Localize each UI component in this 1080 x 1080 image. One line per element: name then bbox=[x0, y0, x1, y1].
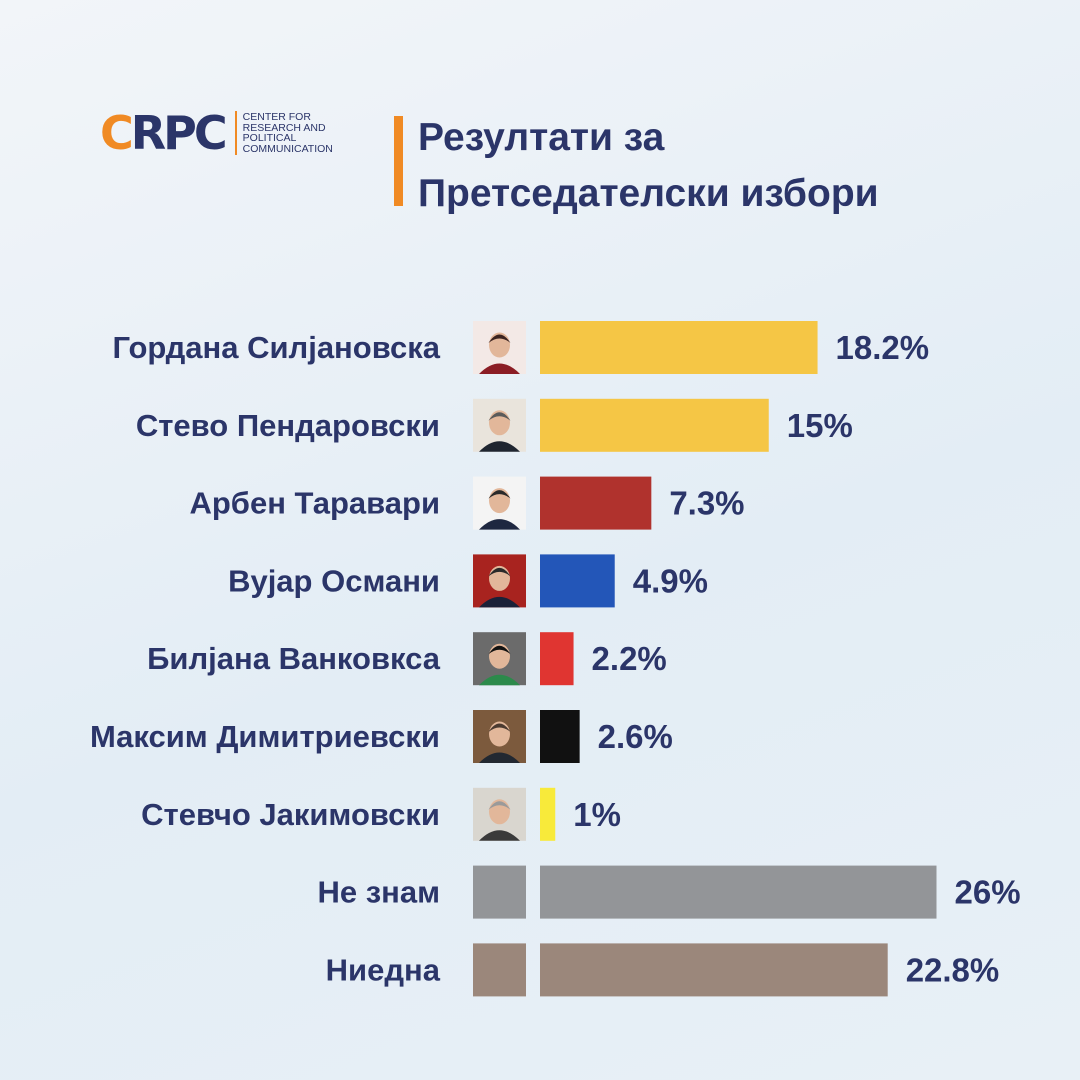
title-line: Претседателски избори bbox=[418, 172, 879, 215]
portrait-shoulders bbox=[479, 519, 520, 530]
portrait-hair bbox=[488, 567, 511, 577]
bar bbox=[540, 398, 769, 452]
logo-separator bbox=[234, 111, 237, 155]
title-line: Резултати за bbox=[418, 116, 665, 159]
bar bbox=[540, 476, 652, 530]
logo-mark-rpc: RPC bbox=[130, 106, 228, 160]
category-label: Гордана Силјановска bbox=[112, 330, 440, 365]
portrait-shoulders bbox=[479, 363, 520, 374]
portrait-hair bbox=[488, 645, 511, 655]
category-label: Не знам bbox=[317, 875, 440, 910]
category-label: Стевчо Јакимовски bbox=[141, 797, 440, 832]
category-label: Вујар Османи bbox=[228, 563, 440, 598]
bar bbox=[540, 554, 615, 608]
logo-text: CENTER FOR RESEARCH AND POLITICAL COMMUN… bbox=[243, 112, 333, 154]
data-label: 26% bbox=[955, 874, 1021, 911]
logo-text-line: CENTER FOR bbox=[242, 111, 311, 123]
category-label: Арбен Таравари bbox=[189, 486, 440, 521]
portrait-shoulders bbox=[479, 830, 520, 841]
bar bbox=[540, 710, 580, 763]
color-swatch bbox=[473, 865, 526, 919]
data-label: 2.2% bbox=[592, 640, 667, 677]
category-label: Максим Димитриевски bbox=[90, 719, 440, 754]
portrait-shoulders bbox=[479, 674, 520, 686]
logo-text-line: COMMUNICATION bbox=[242, 142, 333, 155]
data-label: 15% bbox=[787, 407, 853, 444]
portrait-shoulders bbox=[479, 596, 520, 608]
portrait-hair bbox=[488, 490, 511, 499]
category-label: Ниедна bbox=[326, 952, 441, 987]
crpc-logo: CRPC CENTER FOR RESEARCH AND POLITICAL C… bbox=[100, 110, 333, 156]
logo-text-line: RESEARCH AND bbox=[242, 121, 326, 134]
bar bbox=[540, 321, 818, 374]
data-label: 1% bbox=[573, 796, 621, 833]
portrait-hair bbox=[488, 412, 511, 421]
portrait-hair bbox=[488, 723, 511, 732]
logo-mark: CRPC bbox=[100, 110, 228, 156]
portrait-shoulders bbox=[479, 752, 520, 763]
logo-mark-c: C bbox=[100, 106, 134, 160]
page-title: Резултати за Претседателски избори bbox=[418, 110, 879, 222]
data-label: 18.2% bbox=[836, 329, 930, 366]
bar bbox=[540, 865, 937, 919]
data-label: 4.9% bbox=[633, 562, 708, 599]
data-label: 7.3% bbox=[669, 485, 744, 522]
data-label: 22.8% bbox=[906, 951, 1000, 988]
category-label: Билјана Ванковкса bbox=[147, 641, 441, 676]
data-label: 2.6% bbox=[598, 718, 673, 755]
logo-text-line: POLITICAL bbox=[242, 132, 297, 144]
category-label: Стево Пендаровски bbox=[136, 408, 440, 443]
color-swatch bbox=[473, 943, 526, 997]
bar bbox=[540, 943, 888, 997]
portrait-hair bbox=[488, 801, 511, 810]
title-accent-bar bbox=[394, 116, 403, 206]
bar bbox=[540, 787, 556, 841]
portrait-shoulders bbox=[479, 441, 520, 452]
portrait-hair bbox=[488, 334, 511, 343]
bar bbox=[540, 632, 574, 686]
